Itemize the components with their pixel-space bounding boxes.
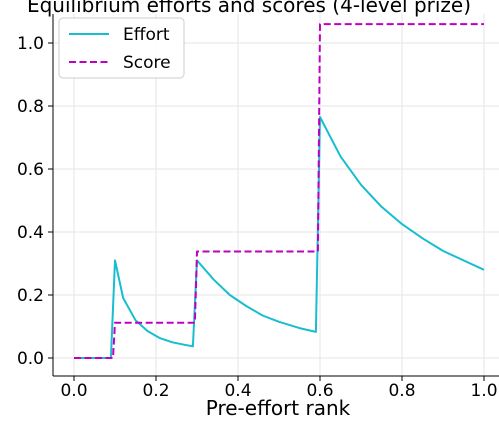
y-tick-label: 0.0 — [17, 349, 44, 369]
y-tick-label: 1.0 — [17, 34, 44, 54]
x-tick-label: 0.2 — [142, 381, 169, 401]
x-tick-label: 0.8 — [388, 381, 415, 401]
x-tick-label: 0.4 — [224, 381, 251, 401]
series-line-effort — [74, 116, 485, 359]
y-tick-label: 0.6 — [17, 160, 44, 180]
ticks: 0.0 0.2 0.4 0.6 0.8 1.0 0.0 0.2 0.4 0.6 0.8 1.0 — [17, 34, 498, 401]
legend-label-score: Score — [123, 53, 171, 73]
grid — [53, 14, 499, 376]
chart-title: Equilibrium efforts and scores (4-level … — [27, 0, 471, 17]
x-tick-label: 1.0 — [470, 381, 497, 401]
x-tick-label: 0.6 — [306, 381, 333, 401]
x-axis-label: Pre-effort rank — [206, 396, 351, 420]
x-tick-label: 0.0 — [60, 381, 87, 401]
axes — [52, 14, 499, 377]
y-tick-label: 0.2 — [17, 286, 44, 306]
series-line-score — [74, 23, 484, 359]
legend-label-effort: Effort — [123, 25, 170, 45]
legend: Effort Score — [58, 17, 185, 79]
y-tick-label: 0.8 — [17, 97, 44, 117]
series-layer — [74, 23, 485, 359]
y-tick-label: 0.4 — [17, 223, 44, 243]
